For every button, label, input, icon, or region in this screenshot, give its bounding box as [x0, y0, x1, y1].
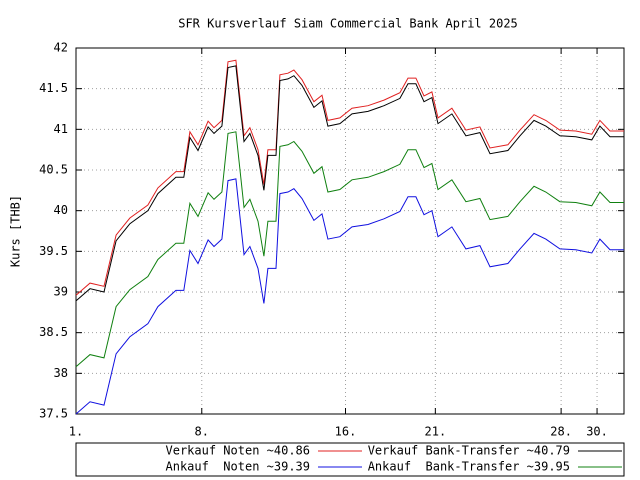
x-tick-label: 30. [586, 425, 608, 439]
legend-label: Verkauf Bank-Transfer ~40.79 [368, 444, 570, 458]
series-line [75, 65, 624, 302]
y-tick-label: 40.5 [39, 163, 68, 177]
plot-frame [75, 47, 625, 415]
x-tick-label: 1. [69, 425, 83, 439]
series-line [75, 59, 624, 296]
y-tick-label: 37.5 [39, 407, 68, 421]
y-tick-label: 40 [54, 203, 68, 217]
legend-box [75, 442, 625, 477]
legend-label: Ankauf Bank-Transfer ~39.95 [368, 460, 570, 474]
x-tick-label: 28. [550, 425, 572, 439]
legend-label: Ankauf Noten ~39.39 [166, 460, 311, 474]
y-tick-label: 42 [54, 41, 68, 55]
x-tick-label: 21. [425, 425, 447, 439]
x-tick-label: 8. [195, 425, 209, 439]
series-line [75, 131, 624, 368]
y-tick-label: 38 [54, 366, 68, 380]
x-tick-label: 16. [335, 425, 357, 439]
y-tick-label: 39.5 [39, 244, 68, 258]
series-line [75, 178, 624, 415]
y-tick-label: 38.5 [39, 325, 68, 339]
chart-title: SFR Kursverlauf Siam Commercial Bank Apr… [178, 17, 518, 31]
y-axis-label: Kurs [THB] [9, 195, 23, 267]
legend-label: Verkauf Noten ~40.86 [166, 444, 311, 458]
y-tick-label: 41.5 [39, 81, 68, 95]
y-tick-label: 41 [54, 122, 68, 136]
y-tick-label: 39 [54, 285, 68, 299]
